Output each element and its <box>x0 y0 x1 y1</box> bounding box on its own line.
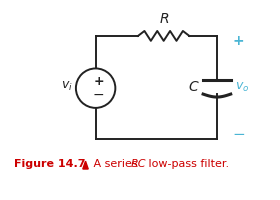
Text: $v_o$: $v_o$ <box>235 81 249 94</box>
Text: −: − <box>233 127 246 142</box>
Text: $R$: $R$ <box>158 12 169 26</box>
Text: +: + <box>233 34 244 48</box>
Polygon shape <box>83 161 88 169</box>
Text: +: + <box>93 75 104 88</box>
Text: A series: A series <box>90 159 141 169</box>
Text: Figure 14.7: Figure 14.7 <box>14 159 85 169</box>
Text: RC: RC <box>131 159 147 169</box>
Text: −: − <box>93 88 104 102</box>
Text: $C$: $C$ <box>188 80 199 94</box>
Text: low-pass filter.: low-pass filter. <box>145 159 229 169</box>
Text: $v_i$: $v_i$ <box>61 80 73 93</box>
